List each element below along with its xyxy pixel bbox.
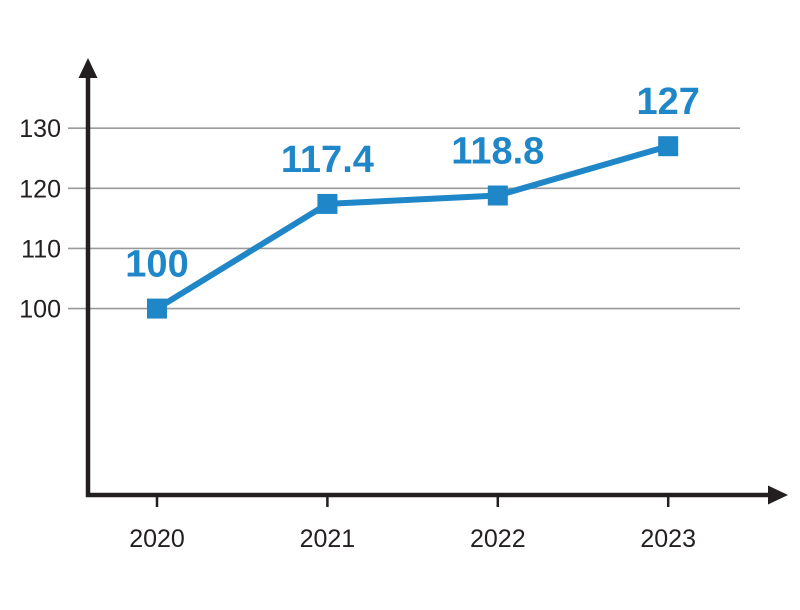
y-axis-tick-labels: 100 110 120 130: [19, 115, 61, 323]
data-point-marker: [658, 136, 679, 157]
series-line: [154, 143, 672, 312]
x-tick-label: 2020: [129, 525, 185, 553]
gridlines: [68, 127, 740, 310]
x-tick-label: 2023: [640, 525, 696, 553]
x-axis-arrow: [768, 485, 788, 505]
data-label: 100: [125, 244, 188, 286]
y-tick-label: 120: [19, 175, 61, 203]
y-tick-label: 100: [19, 296, 61, 324]
series: [147, 136, 679, 319]
data-labels: 100 117.4 118.8 127: [125, 81, 700, 285]
x-axis-tick-labels: 2020 2021 2022 2023: [129, 525, 696, 553]
y-tick-label: 130: [19, 115, 61, 143]
data-point-marker: [487, 185, 508, 206]
x-axis-tick-marks: [155, 495, 670, 507]
data-label: 117.4: [281, 139, 374, 181]
x-tick-label: 2022: [470, 525, 526, 553]
x-tick-label: 2021: [300, 525, 356, 553]
data-point-marker: [317, 193, 338, 214]
data-point-marker: [147, 298, 167, 319]
data-label: 127: [636, 81, 699, 123]
y-axis-arrow: [78, 58, 98, 78]
axes: [78, 58, 788, 505]
y-tick-label: 110: [21, 235, 61, 263]
data-label: 118.8: [451, 131, 544, 173]
